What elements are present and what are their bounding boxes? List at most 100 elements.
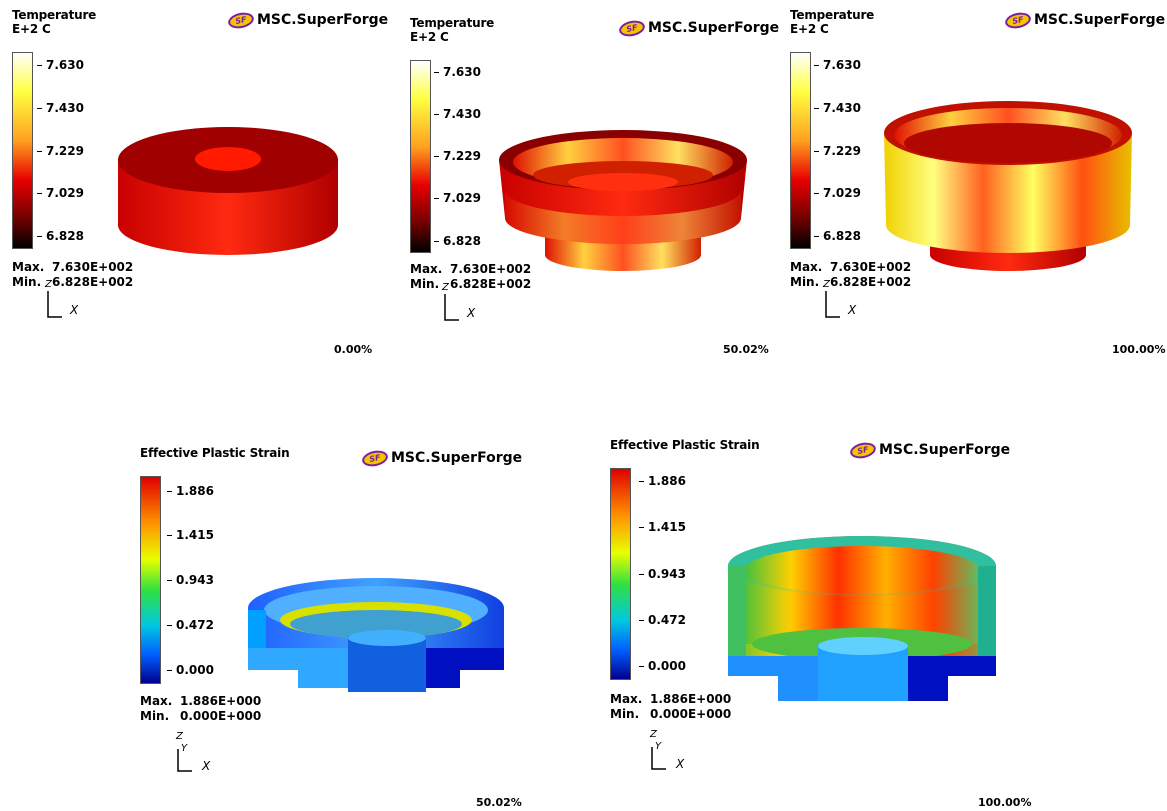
axis-triad: Z X [441,282,481,332]
tick-label: 7.229 [37,144,84,158]
title-line1: Temperature [12,8,97,22]
billet-model [118,127,338,255]
axis-z-label: Z [650,729,657,740]
title-line1: Temperature [410,16,495,30]
max-label: Max. [140,694,173,708]
max-label: Max. [410,262,443,276]
tick-label: 1.886 [639,474,686,488]
tick-label: 0.472 [639,613,686,627]
strain-title: Effective Plastic Strain [140,446,290,460]
brand-name: MSC.SuperForge [391,450,523,466]
tick-label: 0.472 [167,618,214,632]
max-label: Max. [12,260,45,274]
max-value: 7.630E+002 [52,260,134,274]
temperature-colorbar [12,52,33,249]
max-min-readout: Max. 1.886E+000 Min. 0.000E+000 [140,694,261,724]
panel-temperature-100: Temperature E+2 C SF MSC.SuperForge 7.63… [780,0,1167,370]
tick-label: 7.029 [37,186,84,200]
brand-name: MSC.SuperForge [257,12,389,28]
max-value: 7.630E+002 [450,262,532,276]
min-label: Min. [140,709,170,723]
axis-x-label: X [70,303,79,317]
sf-badge-icon: SF [360,447,390,469]
axis-triad: Z X [44,279,84,329]
tick-label: 0.943 [639,567,686,581]
title-line2: E+2 C [12,22,51,36]
axis-y-label: Y [655,741,662,752]
brand-logo: SF MSC.SuperForge [360,447,523,469]
temperature-title: Temperature E+2 C [410,16,494,44]
sf-badge-icon: SF [848,439,878,461]
brand-logo: SF MSC.SuperForge [848,439,1011,461]
axis-triad: Z Y X [174,731,214,779]
axis-x-label: X [467,306,476,320]
tick-label: 0.943 [167,573,214,587]
temperature-colorbar [410,60,431,253]
min-label: Min. [410,277,440,291]
max-min-readout: Max. 7.630E+002 Min. 6.828E+002 [410,262,531,292]
temperature-title: Temperature E+2 C [12,8,96,36]
strain-title: Effective Plastic Strain [610,438,760,452]
tick-label: 1.886 [167,484,214,498]
axis-triad: Z Y X [648,729,688,777]
min-label: Min. [610,707,640,721]
forged-part-model [884,101,1132,271]
max-value: 1.886E+000 [180,694,262,708]
progress-label: 0.00% [334,343,373,356]
tick-label: 7.029 [434,191,481,205]
progress-label: 50.02% [723,343,769,356]
section-cut-model [248,578,504,692]
panel-temperature-50: Temperature E+2 C SF MSC.SuperForge 7.63… [395,0,780,370]
tick-label: 7.630 [37,58,84,72]
brand-name: MSC.SuperForge [1034,12,1166,28]
max-min-readout: Max. 1.886E+000 Min. 0.000E+000 [610,692,731,722]
max-value: 7.630E+002 [830,260,912,274]
max-min-readout: Max. 7.630E+002 Min. 6.828E+002 [790,260,911,290]
min-value: 6.828E+002 [830,275,912,289]
temperature-title: Temperature E+2 C [790,8,874,36]
title-line2: E+2 C [410,30,449,44]
axis-x-label: X [848,303,857,317]
tick-label: 1.415 [639,520,686,534]
min-value: 6.828E+002 [52,275,134,289]
strain-colorbar [610,468,631,680]
tick-label: 0.000 [167,663,214,677]
forged-part-model [499,130,747,271]
section-cut-model [728,536,996,701]
min-value: 0.000E+000 [650,707,732,721]
brand-logo: SF MSC.SuperForge [617,17,780,39]
axis-triad: Z X [822,279,862,329]
brand-logo: SF MSC.SuperForge [226,9,389,31]
tick-label: 7.029 [814,186,861,200]
axis-z-label: Z [442,282,449,293]
title-line2: E+2 C [790,22,829,36]
axis-x-label: X [202,759,211,773]
tick-label: 7.430 [814,101,861,115]
axis-z-label: Z [45,279,52,290]
axis-y-label: Y [181,743,188,754]
tick-label: 7.430 [434,107,481,121]
tick-label: 6.828 [434,234,481,248]
tick-label: 6.828 [814,229,861,243]
brand-name: MSC.SuperForge [879,442,1011,458]
title-line1: Temperature [790,8,875,22]
tick-label: 7.430 [37,101,84,115]
min-label: Min. [790,275,820,289]
tick-label: 7.630 [814,58,861,72]
progress-label: 50.02% [476,796,522,809]
min-value: 0.000E+000 [180,709,262,723]
panel-strain-100: Effective Plastic Strain SF MSC.SuperFor… [590,430,1031,811]
max-min-readout: Max. 7.630E+002 Min. 6.828E+002 [12,260,133,290]
min-label: Min. [12,275,42,289]
axis-z-label: Z [823,279,830,290]
axis-x-label: X [676,757,685,771]
max-label: Max. [790,260,823,274]
temperature-colorbar [790,52,811,249]
brand-name: MSC.SuperForge [648,20,780,36]
max-value: 1.886E+000 [650,692,732,706]
tick-label: 7.630 [434,65,481,79]
panel-strain-50: Effective Plastic Strain SF MSC.SuperFor… [120,430,550,811]
axis-z-label: Z [176,731,183,742]
tick-label: 7.229 [434,149,481,163]
tick-label: 7.229 [814,144,861,158]
